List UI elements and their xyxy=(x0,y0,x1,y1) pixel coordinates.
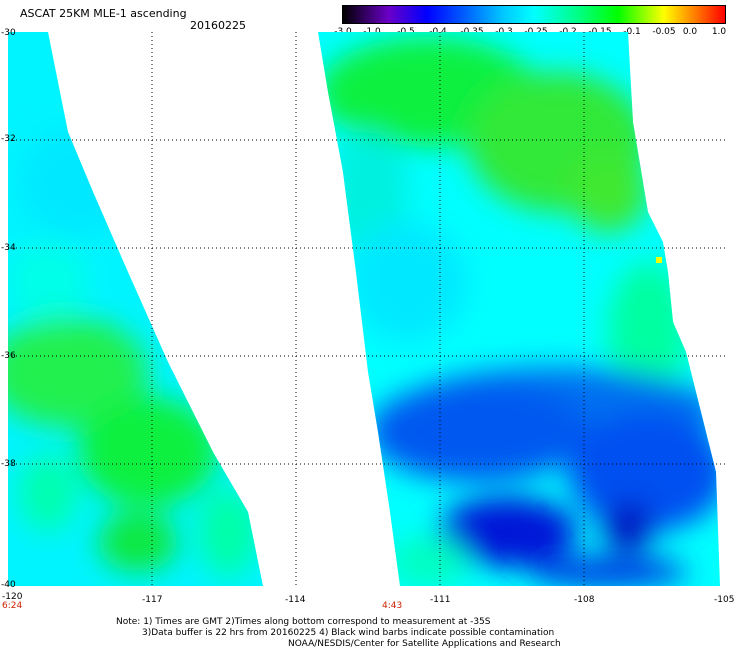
lat-tick: -30 xyxy=(1,28,16,38)
lon-tick: -114 xyxy=(285,595,306,605)
map-title: ASCAT 25KM MLE-1 ascending xyxy=(20,7,187,20)
lat-tick: -36 xyxy=(1,351,16,361)
right-swath xyxy=(318,32,720,586)
graticule xyxy=(8,32,728,586)
lat-tick: -32 xyxy=(1,134,16,144)
note-line-1: Note: 1) Times are GMT 2)Times along bot… xyxy=(116,617,491,627)
colorbar-label: -0.05 xyxy=(652,27,676,37)
lon-tick: -105 xyxy=(714,595,735,605)
lat-tick: -34 xyxy=(1,243,16,253)
map-plot xyxy=(8,32,728,586)
lon-tick: -120 xyxy=(2,592,23,602)
lon-tick: -117 xyxy=(142,595,163,605)
map-date: 20160225 xyxy=(190,19,246,32)
colorbar-label: 1.0 xyxy=(711,27,727,37)
colorbar-label: -0.1 xyxy=(623,27,641,37)
colorbar xyxy=(342,5,726,24)
swath-time-left: 6:24 xyxy=(2,601,23,611)
lat-tick: -40 xyxy=(1,580,16,590)
swath-time-right: 4:43 xyxy=(382,601,403,611)
lon-tick: -108 xyxy=(574,595,595,605)
lat-tick: -38 xyxy=(1,459,16,469)
note-line-3: NOAA/NESDIS/Center for Satellite Applica… xyxy=(288,639,561,649)
lon-tick: -111 xyxy=(430,595,451,605)
colorbar-label: 0.0 xyxy=(682,27,698,37)
left-swath xyxy=(8,32,263,586)
note-line-2: 3)Data buffer is 22 hrs from 20160225 4)… xyxy=(142,628,555,638)
